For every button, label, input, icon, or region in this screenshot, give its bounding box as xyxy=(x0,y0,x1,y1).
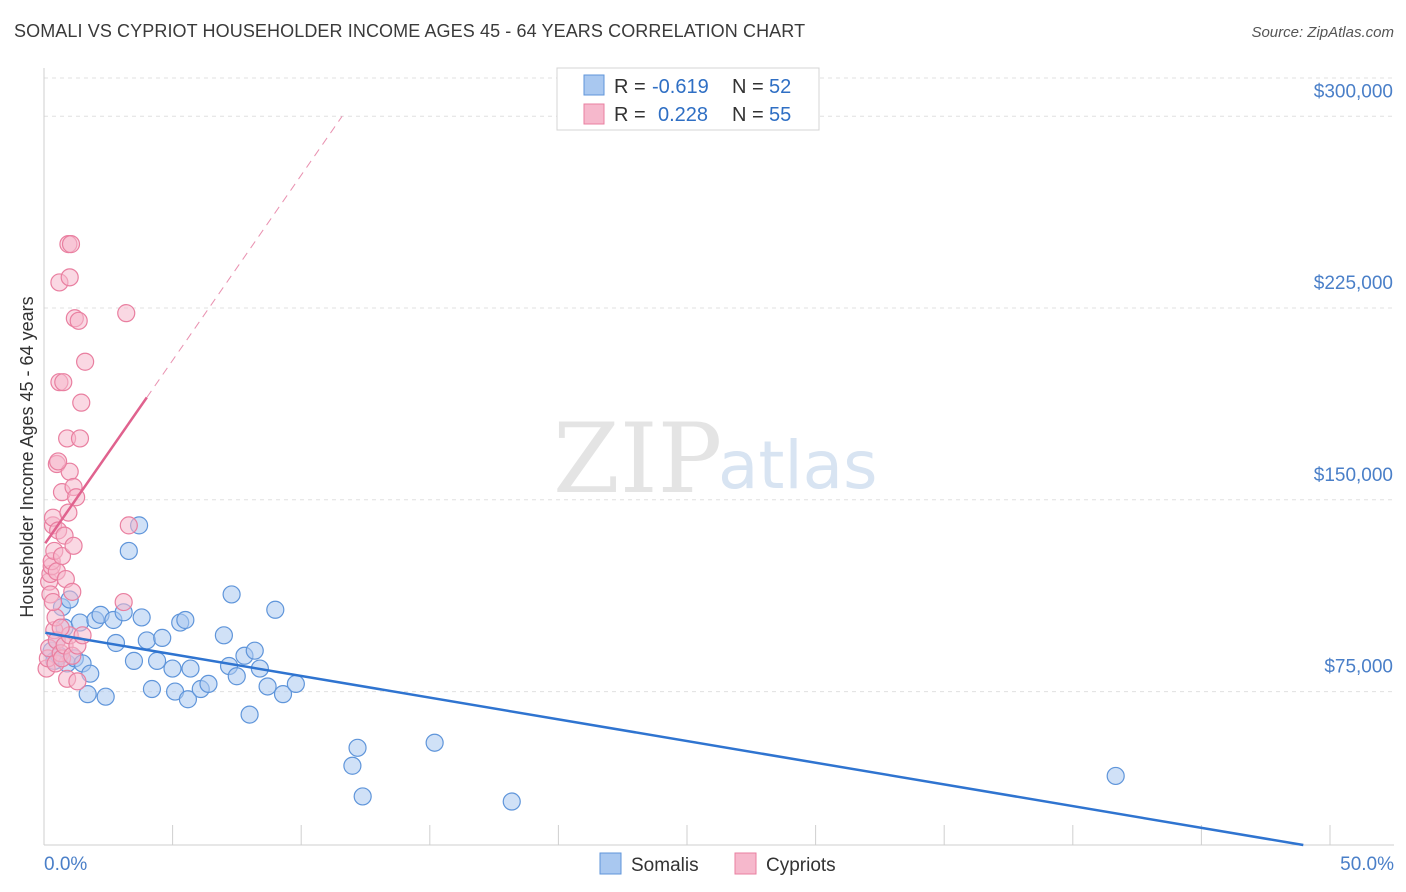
cypriot-point xyxy=(117,304,136,323)
chart-title: SOMALI VS CYPRIOT HOUSEHOLDER INCOME AGE… xyxy=(14,21,806,41)
y-axis-label: Householder Income Ages 45 - 64 years xyxy=(17,296,37,617)
y-tick-label: $300,000 xyxy=(1314,81,1393,102)
legend-cypriot-swatch xyxy=(583,103,605,125)
somali-point xyxy=(132,608,151,627)
cypriot-point xyxy=(61,235,81,254)
cypriot-point xyxy=(119,516,138,535)
somali-point xyxy=(245,641,264,660)
somali-point xyxy=(176,610,195,630)
bottom-legend-somali-swatch xyxy=(599,852,622,875)
top-legend: R = -0.619 N = 52 R = 0.228 N = 55 xyxy=(556,67,820,131)
cypriot-point xyxy=(114,592,133,612)
somali-point xyxy=(343,756,362,775)
somali-point xyxy=(96,687,115,706)
points-layer xyxy=(37,235,1125,811)
bottom-legend: Somalis Cypriots xyxy=(599,852,836,876)
somali-point xyxy=(124,651,144,670)
legend-somali-n-value: 52 xyxy=(769,76,791,98)
legend-cypriot-r-value: 0.228 xyxy=(658,104,708,126)
somali-point xyxy=(266,600,285,619)
somali-point xyxy=(502,792,521,811)
somali-point xyxy=(147,651,167,670)
chart-source: Source: ZipAtlas.com xyxy=(1251,24,1394,41)
x-tick-marks xyxy=(172,825,1331,845)
somali-point xyxy=(137,631,156,650)
bottom-legend-cypriot-label: Cypriots xyxy=(766,855,836,876)
somali-point xyxy=(1106,766,1125,786)
somali-point xyxy=(222,585,241,604)
watermark-atlas: atlas xyxy=(718,427,878,504)
cypriot-point xyxy=(70,429,90,448)
somali-point xyxy=(258,677,277,696)
watermark-zip: ZIP xyxy=(553,403,722,515)
cypriot-trend-extension xyxy=(146,115,343,398)
cypriot-point xyxy=(68,672,87,691)
legend-cypriot-n-label: N = xyxy=(732,104,764,126)
cypriot-point xyxy=(43,592,63,612)
somali-point xyxy=(78,685,97,704)
grid-layer xyxy=(44,77,1394,693)
somali-point xyxy=(240,705,259,724)
somali-point xyxy=(348,738,367,757)
cypriot-point xyxy=(49,452,68,471)
y-tick-labels: $75,000 $150,000 $225,000 $300,000 xyxy=(1314,81,1393,677)
somali-point xyxy=(181,659,200,678)
cypriot-point xyxy=(69,311,88,330)
bottom-legend-cypriot-swatch xyxy=(734,852,757,875)
somali-point xyxy=(199,674,218,694)
legend-cypriot-n-value: 55 xyxy=(769,104,791,126)
x-tick-label-max: 50.0% xyxy=(1340,854,1394,875)
somali-point xyxy=(227,667,246,686)
somali-point xyxy=(214,626,233,645)
legend-somali-swatch xyxy=(583,74,605,96)
somali-point xyxy=(286,674,305,694)
cypriot-point xyxy=(64,536,83,555)
cypriot-point xyxy=(52,546,72,566)
cypriot-trend-line xyxy=(44,396,148,544)
somali-point xyxy=(425,733,444,752)
legend-somali-r-value: -0.619 xyxy=(652,76,709,98)
cypriot-point xyxy=(76,352,95,371)
somali-point xyxy=(142,679,162,699)
somali-point xyxy=(119,541,138,561)
cypriot-point xyxy=(60,268,79,287)
cypriot-point xyxy=(63,582,82,601)
legend-somali-r-label: R = xyxy=(614,76,646,98)
somali-point xyxy=(353,787,372,806)
somali-trend-line xyxy=(45,631,1304,847)
somali-point xyxy=(163,659,182,678)
y-tick-label: $150,000 xyxy=(1314,465,1393,486)
cypriot-point xyxy=(72,393,91,412)
somali-point xyxy=(178,690,198,709)
x-tick-label-min: 0.0% xyxy=(44,854,87,875)
y-tick-label: $225,000 xyxy=(1314,273,1393,294)
bottom-legend-somali-label: Somalis xyxy=(631,855,699,876)
cypriot-point xyxy=(54,373,73,392)
trend-layer xyxy=(44,115,1304,847)
somali-point xyxy=(153,628,172,647)
y-tick-label: $75,000 xyxy=(1324,657,1393,678)
somali-point xyxy=(273,685,293,704)
legend-somali-n-label: N = xyxy=(732,76,764,98)
legend-cypriot-r-label: R = xyxy=(614,104,646,126)
